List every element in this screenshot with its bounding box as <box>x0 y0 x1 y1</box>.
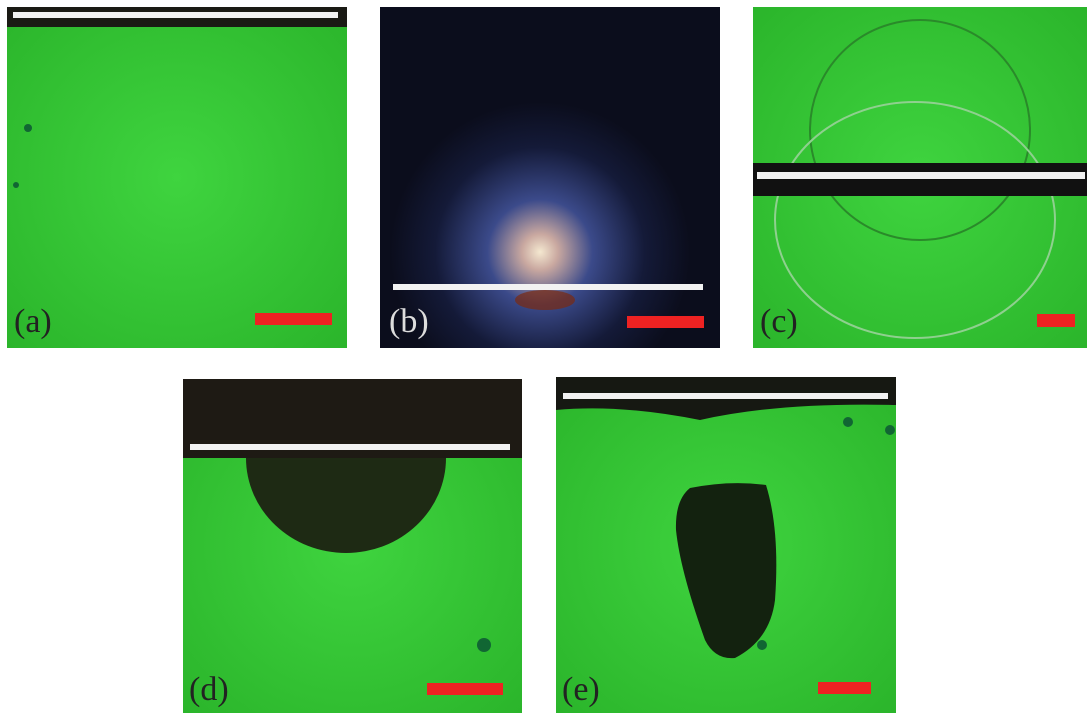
white-line <box>190 444 510 450</box>
white-line <box>563 393 888 399</box>
particle <box>24 124 32 132</box>
white-line <box>393 284 703 290</box>
particle <box>13 182 19 188</box>
panel-b: (b) <box>380 7 720 348</box>
glow <box>515 290 575 310</box>
scale-bar <box>427 683 503 695</box>
white-line <box>13 12 338 18</box>
panel-d: (d) <box>183 379 522 713</box>
panel-label: (c) <box>760 303 798 340</box>
panel-label: (b) <box>389 303 429 340</box>
particle <box>843 417 853 427</box>
panel-a: (a) <box>7 7 347 348</box>
panel-label: (a) <box>14 303 52 340</box>
panel-e: (e) <box>556 377 896 713</box>
figure: (a) (b) (c) (d) (e) <box>0 0 1089 713</box>
page: (a) (b) (c) (d) (e) <box>0 0 1089 713</box>
particle <box>477 638 491 652</box>
panel-label: (d) <box>189 671 229 708</box>
image <box>7 7 347 348</box>
scale-bar <box>818 682 871 694</box>
dark-region <box>753 163 1087 196</box>
panel-label: (e) <box>562 671 600 708</box>
white-line <box>757 172 1085 179</box>
scale-bar <box>627 316 704 328</box>
scale-bar <box>255 313 332 325</box>
panel-c: (c) <box>753 7 1087 348</box>
particle <box>885 425 895 435</box>
particle <box>757 640 767 650</box>
scale-bar <box>1037 314 1075 327</box>
